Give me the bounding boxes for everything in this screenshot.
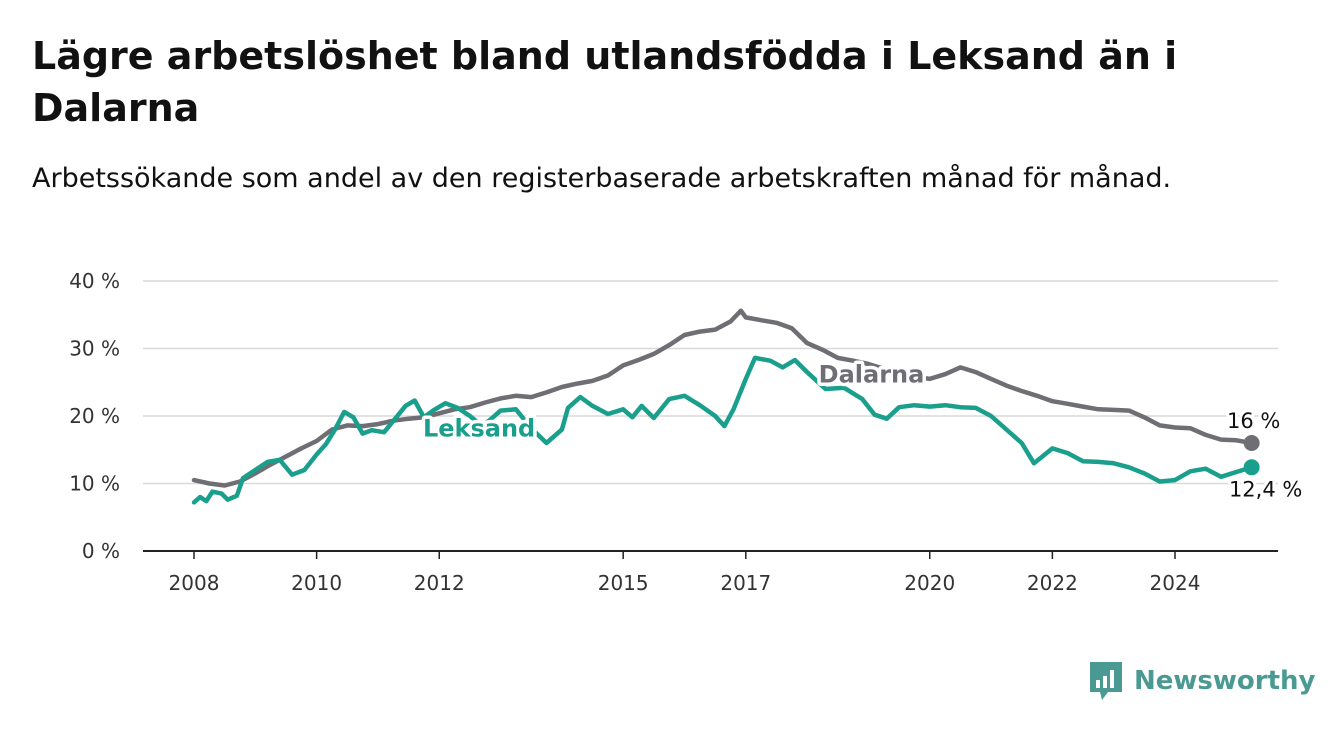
newsworthy-logo: Newsworthy	[1088, 660, 1315, 702]
x-tick-label: 2017	[720, 571, 771, 595]
x-tick-label: 2015	[598, 571, 649, 595]
y-tick-label: 40 %	[69, 269, 120, 293]
chart-title: Lägre arbetslöshet bland utlandsfödda i …	[32, 34, 1178, 130]
x-tick-label: 2012	[414, 571, 465, 595]
series-label-dalarna: Dalarna	[819, 360, 925, 388]
end-point-leksand	[1243, 459, 1260, 476]
series-labels: Dalarna Leksand 16 % 12,4 %	[419, 357, 1305, 505]
x-tick-label: 2024	[1150, 571, 1201, 595]
series-lines	[191, 308, 1260, 505]
y-tick-label: 30 %	[69, 337, 120, 361]
series-label-leksand: Leksand	[423, 414, 535, 442]
line-chart: 0 % 10 % 20 % 30 % 40 % 2008 2010 2012 2015 2017…	[69, 269, 1305, 595]
gridlines	[143, 280, 1278, 485]
x-axis: 2008 2010 2012 2015 2017 2020 2022 2024	[143, 550, 1278, 595]
end-point-dalarna	[1243, 435, 1260, 451]
x-tick-label: 2010	[291, 571, 342, 595]
x-tick-label: 2022	[1027, 571, 1078, 595]
series-line-dalarna	[191, 308, 1254, 488]
x-tick-label: 2008	[169, 571, 220, 595]
end-value-label-leksand: 12,4 %	[1229, 477, 1302, 501]
y-axis: 0 % 10 % 20 % 30 % 40 %	[69, 269, 120, 563]
newsworthy-logo-icon	[1090, 662, 1122, 700]
x-tick-label: 2020	[904, 571, 955, 595]
series-line-leksand	[191, 355, 1254, 505]
y-tick-label: 20 %	[69, 404, 120, 428]
brand-name: Newsworthy	[1134, 666, 1316, 696]
chart-subtitle: Arbetssökande som andel av den registerb…	[32, 163, 1172, 194]
y-tick-label: 0 %	[82, 539, 120, 563]
y-tick-label: 10 %	[69, 472, 120, 496]
end-value-label-dalarna: 16 %	[1227, 409, 1280, 433]
